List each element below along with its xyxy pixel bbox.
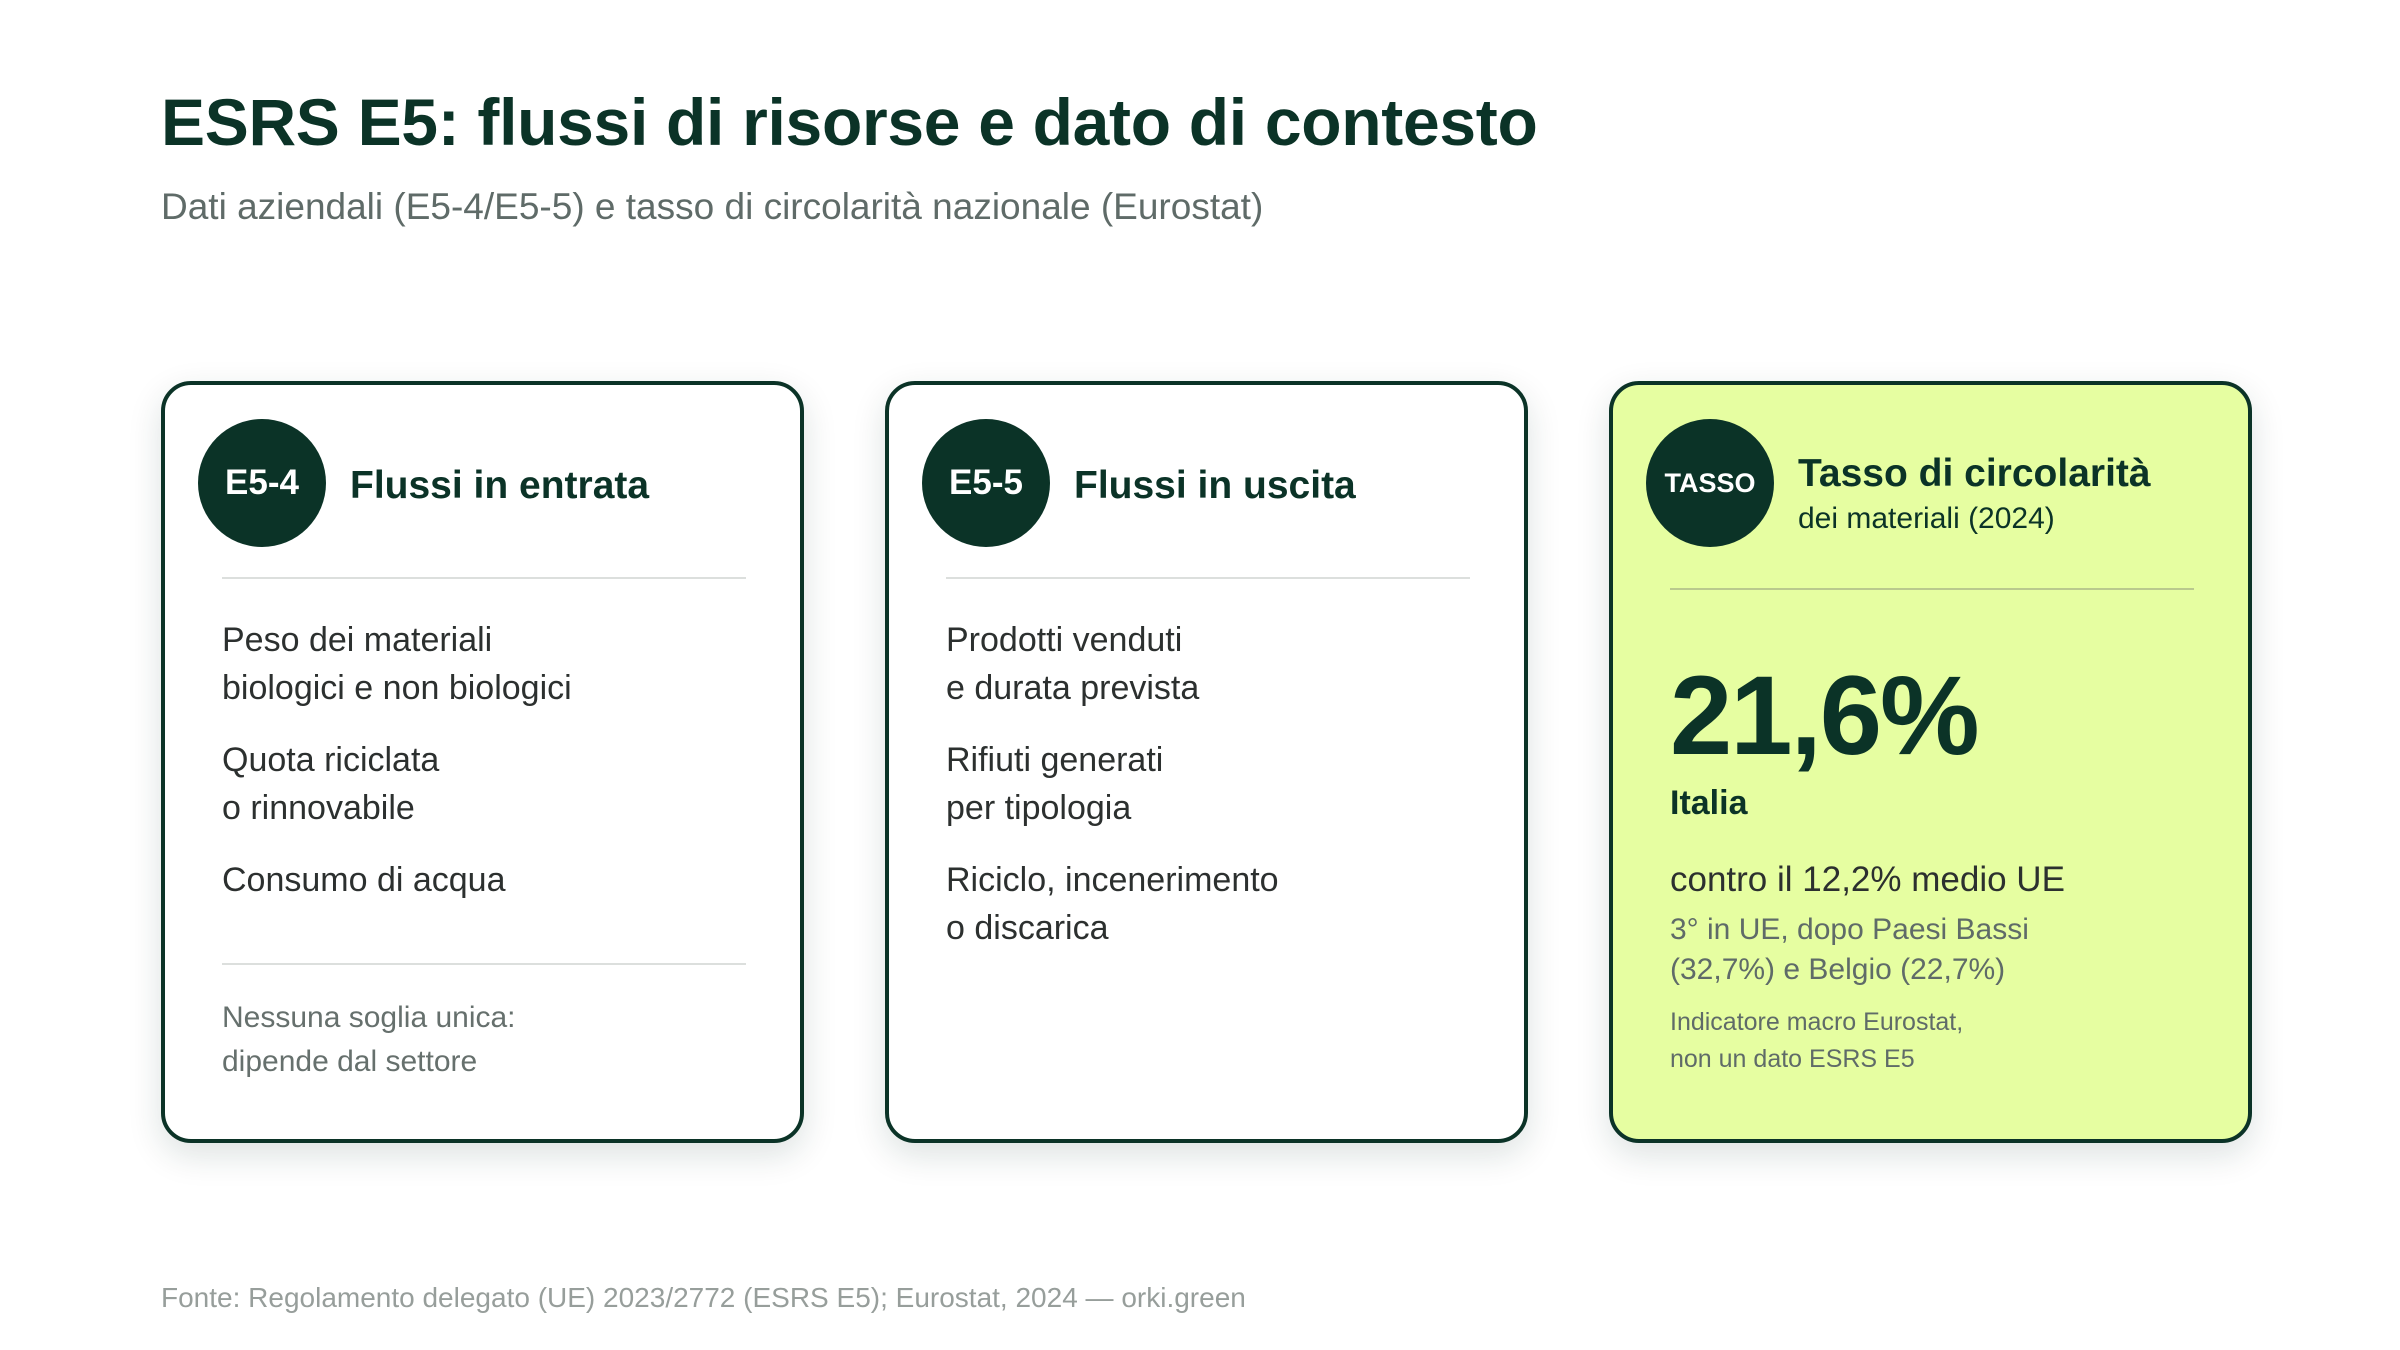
page-subtitle: Dati aziendali (E5-4/E5-5) e tasso di ci… <box>161 186 1264 227</box>
list-item-line: Rifiuti generati <box>946 741 1164 779</box>
outflows-card-title: Flussi in uscita <box>1074 464 1356 507</box>
e5-4-badge: E5-4 <box>198 419 326 547</box>
ranking-line: (32,7%) e Belgio (22,7%) <box>1670 953 2006 986</box>
tasso-badge: TASSO <box>1646 419 1774 547</box>
list-item: Riciclo, incenerimento o discarica <box>946 856 1486 952</box>
outflows-item-list: Prodotti venduti e durata prevista Rifiu… <box>946 616 1486 976</box>
note-line: dipende dal settore <box>222 1045 478 1078</box>
disclaimer-line: Indicatore macro Eurostat, <box>1670 1008 1964 1036</box>
inflows-card-title: Flussi in entrata <box>350 464 650 507</box>
inflows-header-divider <box>222 577 746 579</box>
source-note: Fonte: Regolamento delegato (UE) 2023/27… <box>161 1282 1246 1313</box>
outflows-card: E5-5 Flussi in uscita Prodotti venduti e… <box>885 381 1528 1143</box>
note-line: Nessuna soglia unica: <box>222 1001 516 1034</box>
page-title: ESRS E5: flussi di risorse e dato di con… <box>161 85 1538 159</box>
list-item-line: Consumo di acqua <box>222 861 506 899</box>
circularity-header-divider <box>1670 588 2194 590</box>
list-item-line: o rinnovabile <box>222 789 415 827</box>
list-item: Rifiuti generati per tipologia <box>946 736 1486 832</box>
list-item-line: Riciclo, incenerimento <box>946 861 1279 899</box>
eurostat-disclaimer: Indicatore macro Eurostat, non un dato E… <box>1670 1004 1963 1078</box>
ranking-line: 3° in UE, dopo Paesi Bassi <box>1670 913 2029 946</box>
list-item-line: Prodotti venduti <box>946 621 1183 659</box>
list-item-line: biologici e non biologici <box>222 669 572 707</box>
inflows-note: Nessuna soglia unica: dipende dal settor… <box>222 996 516 1084</box>
country-label: Italia <box>1670 784 1748 822</box>
disclaimer-line: non un dato ESRS E5 <box>1670 1045 1915 1073</box>
list-item-line: Peso dei materiali <box>222 621 493 659</box>
list-item: Quota riciclata o rinnovabile <box>222 736 762 832</box>
circularity-card: TASSO Tasso di circolarità dei materiali… <box>1609 381 2252 1143</box>
list-item-line: per tipologia <box>946 789 1132 827</box>
list-item: Peso dei materiali biologici e non biolo… <box>222 616 762 712</box>
eu-comparison: contro il 12,2% medio UE <box>1670 860 2065 899</box>
list-item: Consumo di acqua <box>222 856 762 904</box>
inflows-item-list: Peso dei materiali biologici e non biolo… <box>222 616 762 928</box>
circularity-card-title: Tasso di circolarità <box>1798 452 2151 495</box>
circularity-card-subtitle: dei materiali (2024) <box>1798 502 2055 535</box>
eu-ranking: 3° in UE, dopo Paesi Bassi (32,7%) e Bel… <box>1670 910 2029 990</box>
list-item-line: e durata prevista <box>946 669 1200 707</box>
e5-5-badge: E5-5 <box>922 419 1050 547</box>
circularity-rate-value: 21,6% <box>1670 653 1980 778</box>
inflows-note-divider <box>222 963 746 965</box>
outflows-header-divider <box>946 577 1470 579</box>
list-item: Prodotti venduti e durata prevista <box>946 616 1486 712</box>
inflows-card: E5-4 Flussi in entrata Peso dei material… <box>161 381 804 1143</box>
list-item-line: o discarica <box>946 909 1109 947</box>
list-item-line: Quota riciclata <box>222 741 440 779</box>
